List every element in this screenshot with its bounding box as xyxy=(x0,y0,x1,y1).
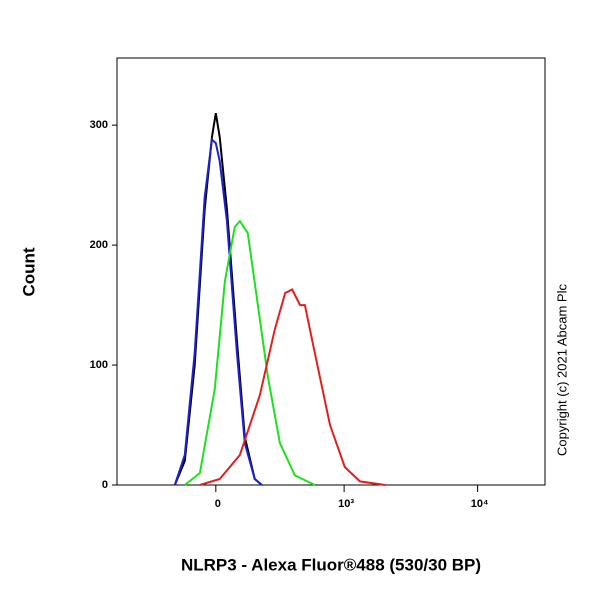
y-axis-label: Count xyxy=(19,247,38,296)
x-axis-label: NLRP3 - Alexa Fluor®488 (530/30 BP) xyxy=(181,555,481,574)
x-tick-label: 10⁴ xyxy=(471,498,489,510)
plot-frame xyxy=(116,57,546,486)
y-tick-label: 200 xyxy=(90,239,108,251)
y-tick-label: 300 xyxy=(90,119,108,131)
histogram-line xyxy=(184,219,316,486)
x-tick-label: 0 xyxy=(215,498,221,510)
histogram-line xyxy=(173,137,263,486)
histogram-line xyxy=(199,288,386,486)
copyright: Copyright (c) 2021 Abcam Plc xyxy=(554,284,569,456)
histogram-line xyxy=(173,113,263,486)
y-tick-label: 100 xyxy=(90,359,108,371)
x-tick-label: 10³ xyxy=(338,498,354,510)
y-tick-label: 0 xyxy=(102,479,108,491)
